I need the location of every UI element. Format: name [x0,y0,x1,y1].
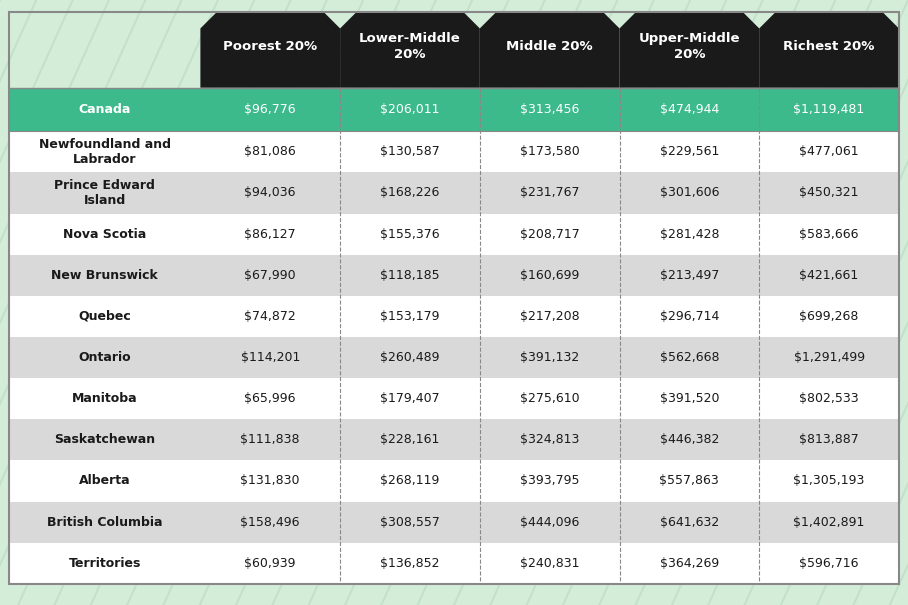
Text: $1,402,891: $1,402,891 [794,515,864,529]
Text: $596,716: $596,716 [799,557,859,570]
Text: Saskatchewan: Saskatchewan [54,433,155,446]
Text: $229,561: $229,561 [660,145,719,159]
Text: $158,496: $158,496 [241,515,300,529]
Text: $393,795: $393,795 [520,474,579,488]
Text: $301,606: $301,606 [659,186,719,200]
Text: Canada: Canada [79,103,131,116]
Bar [9,543,899,584]
Text: $474,944: $474,944 [660,103,719,116]
Text: $118,185: $118,185 [380,269,439,282]
Text: $131,830: $131,830 [241,474,300,488]
Text: $160,699: $160,699 [520,269,579,282]
Text: Quebec: Quebec [78,310,131,323]
Text: $179,407: $179,407 [380,392,439,405]
Text: $67,990: $67,990 [244,269,296,282]
Text: $96,776: $96,776 [244,103,296,116]
Text: Prince Edward
Island: Prince Edward Island [54,179,155,207]
Polygon shape [619,12,759,88]
Text: $217,208: $217,208 [520,310,579,323]
Text: Upper-Middle
20%: Upper-Middle 20% [638,33,740,61]
Bar [9,419,899,460]
Text: $275,610: $275,610 [520,392,579,405]
Text: $86,127: $86,127 [244,227,296,241]
Text: $240,831: $240,831 [520,557,579,570]
Bar [9,214,899,255]
Text: $136,852: $136,852 [380,557,439,570]
Text: Richest 20%: Richest 20% [784,41,874,53]
Text: $173,580: $173,580 [519,145,579,159]
Text: Lower-Middle
20%: Lower-Middle 20% [359,33,461,61]
Text: Middle 20%: Middle 20% [507,41,593,53]
Bar [9,296,899,337]
Text: Ontario: Ontario [78,351,131,364]
Text: $813,887: $813,887 [799,433,859,446]
Text: $168,226: $168,226 [380,186,439,200]
Text: $74,872: $74,872 [244,310,296,323]
Text: Nova Scotia: Nova Scotia [64,227,146,241]
Text: $324,813: $324,813 [520,433,579,446]
Polygon shape [340,12,479,88]
Text: $213,497: $213,497 [660,269,719,282]
Text: $111,838: $111,838 [241,433,300,446]
Text: $391,132: $391,132 [520,351,579,364]
Bar [9,337,899,378]
Text: $296,714: $296,714 [660,310,719,323]
Text: Newfoundland and
Labrador: Newfoundland and Labrador [39,138,171,166]
Text: $1,291,499: $1,291,499 [794,351,864,364]
Text: $308,557: $308,557 [380,515,439,529]
Text: $231,767: $231,767 [520,186,579,200]
Text: $802,533: $802,533 [799,392,859,405]
Polygon shape [201,12,340,88]
Text: Alberta: Alberta [79,474,131,488]
Text: $557,863: $557,863 [659,474,719,488]
Text: Manitoba: Manitoba [72,392,137,405]
Text: $94,036: $94,036 [244,186,296,200]
Text: $364,269: $364,269 [660,557,719,570]
Text: $208,717: $208,717 [519,227,579,241]
Text: Territories: Territories [68,557,141,570]
Text: Poorest 20%: Poorest 20% [223,41,317,53]
Text: British Columbia: British Columbia [47,515,163,529]
Bar [9,378,899,419]
Polygon shape [479,12,619,88]
Text: $444,096: $444,096 [520,515,579,529]
Text: $268,119: $268,119 [380,474,439,488]
Text: $1,119,481: $1,119,481 [794,103,864,116]
Text: $81,086: $81,086 [244,145,296,159]
Text: $260,489: $260,489 [380,351,439,364]
Text: $583,666: $583,666 [799,227,859,241]
Text: $313,456: $313,456 [520,103,579,116]
Text: $477,061: $477,061 [799,145,859,159]
Text: $155,376: $155,376 [380,227,439,241]
Text: $446,382: $446,382 [660,433,719,446]
Text: $206,011: $206,011 [380,103,439,116]
Text: $421,661: $421,661 [799,269,859,282]
Text: $641,632: $641,632 [660,515,719,529]
Bar [9,460,899,502]
Bar [9,502,899,543]
Text: New Brunswick: New Brunswick [52,269,158,282]
Text: $114,201: $114,201 [241,351,300,364]
Text: $153,179: $153,179 [380,310,439,323]
Text: $60,939: $60,939 [244,557,296,570]
Text: $450,321: $450,321 [799,186,859,200]
Bar [9,131,899,172]
Text: $228,161: $228,161 [380,433,439,446]
Bar [9,88,899,131]
Text: $130,587: $130,587 [380,145,439,159]
Text: $699,268: $699,268 [799,310,859,323]
Bar [9,255,899,296]
Text: $65,996: $65,996 [244,392,296,405]
Polygon shape [759,12,899,88]
Bar [9,172,899,214]
Text: $1,305,193: $1,305,193 [794,474,864,488]
Text: $281,428: $281,428 [659,227,719,241]
Text: $391,520: $391,520 [659,392,719,405]
Text: $562,668: $562,668 [659,351,719,364]
